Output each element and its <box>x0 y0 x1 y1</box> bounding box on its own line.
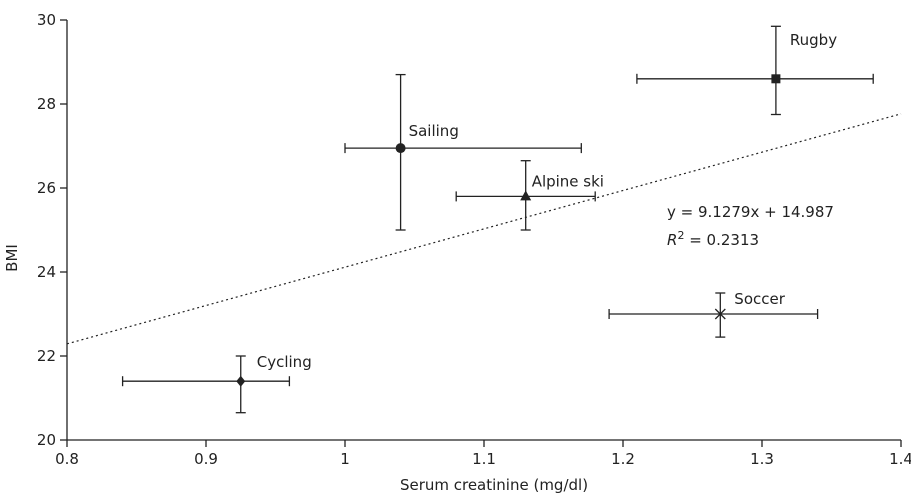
y-tick-label: 24 <box>37 263 56 281</box>
labels-group: Rugby Sailing Alpine ski Soccer Cycling <box>257 31 837 371</box>
r-squared-superscript: 2 <box>677 229 684 242</box>
marker-triangle <box>520 190 532 201</box>
point-label: Sailing <box>409 122 459 140</box>
point-label: Rugby <box>790 31 837 49</box>
x-tick-label: 1 <box>340 450 350 468</box>
y-tick-label: 28 <box>37 95 56 113</box>
data-point <box>608 292 819 338</box>
marker-x <box>714 308 726 320</box>
y-tick-label: 22 <box>37 347 56 365</box>
data-point <box>455 160 596 231</box>
x-tick-label: 1.1 <box>472 450 496 468</box>
x-tick-label: 0.8 <box>55 450 79 468</box>
x-axis-title: Serum creatinine (mg/dl) <box>400 476 588 493</box>
marker-square <box>771 74 781 84</box>
point-label: Cycling <box>257 353 312 371</box>
y-axis-title: BMI <box>3 244 21 272</box>
axes: 20 22 24 26 28 30 0.8 0.9 1 1.1 1.2 1.3 1.4 <box>37 11 911 468</box>
x-tick-label: 0.9 <box>194 450 218 468</box>
r-squared-annotation: R2 = 0.2313 <box>667 229 759 249</box>
equation-annotation: y = 9.1279x + 14.987 <box>667 203 834 221</box>
data-point <box>636 25 874 116</box>
x-tick-label: 1.3 <box>750 450 774 468</box>
r-squared-value: = 0.2313 <box>684 231 759 249</box>
marker-diamond <box>236 375 246 387</box>
trendline-group <box>66 113 902 345</box>
data-point <box>344 73 582 231</box>
x-tick-label: 1.4 <box>889 450 911 468</box>
data-point <box>121 355 291 414</box>
point-label: Soccer <box>734 290 785 308</box>
marker-circle <box>395 143 406 154</box>
y-tick-label: 30 <box>37 11 56 29</box>
points-group <box>121 25 874 414</box>
r-squared-letter: R <box>667 231 677 249</box>
point-label: Alpine ski <box>532 172 604 190</box>
y-tick-label: 20 <box>37 431 56 449</box>
y-tick-label: 26 <box>37 179 56 197</box>
trendline <box>66 113 902 345</box>
x-tick-label: 1.2 <box>611 450 635 468</box>
